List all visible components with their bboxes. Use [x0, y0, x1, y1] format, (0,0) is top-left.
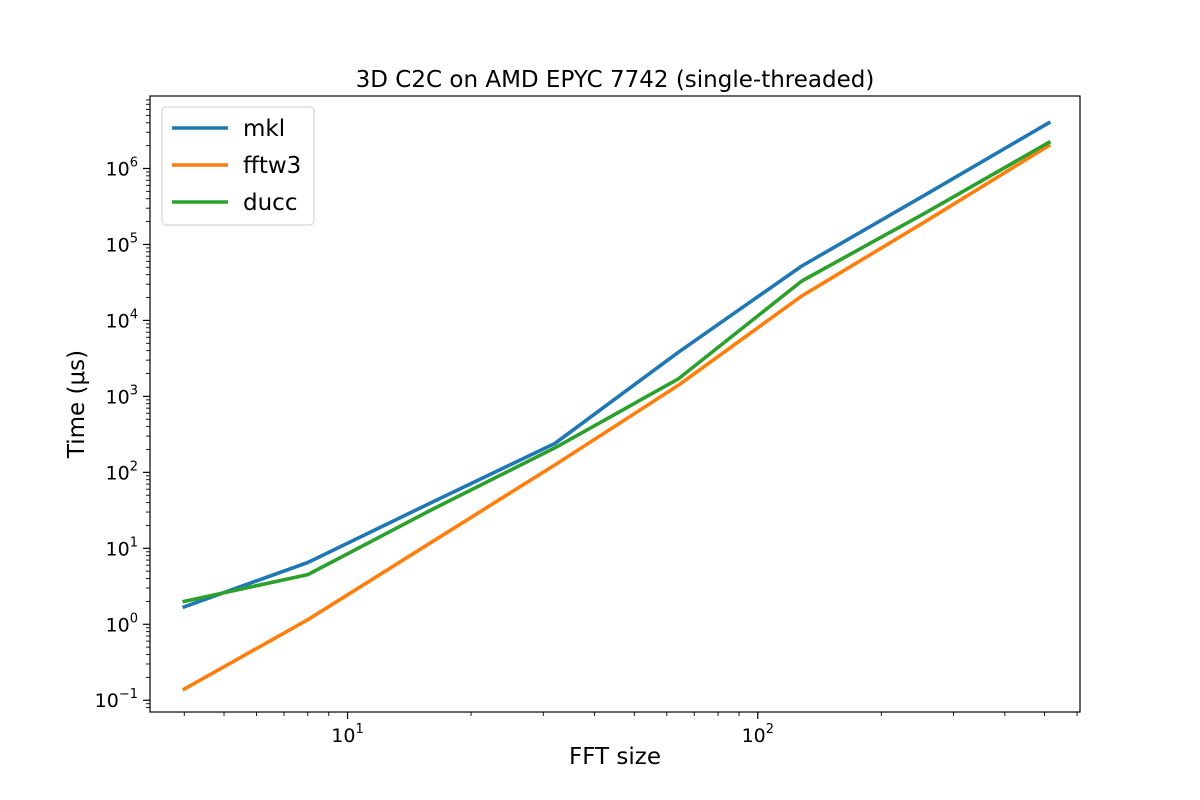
legend: mkl fftw3 ducc	[161, 106, 315, 226]
y-tick-label: 103	[106, 383, 138, 408]
x-tick-label: 101	[331, 722, 363, 747]
y-tick-label: 104	[106, 307, 138, 332]
legend-item-mkl: mkl	[172, 116, 285, 142]
series-line-mkl	[181, 120, 1052, 610]
x-tick-label: 102	[742, 722, 774, 747]
y-tick-label: 100	[106, 611, 138, 636]
legend-item-fftw3: fftw3	[172, 153, 301, 179]
y-tick-label: 101	[106, 535, 138, 560]
y-tick-label: 102	[106, 459, 138, 484]
legend-box	[161, 106, 315, 226]
legend-label: mkl	[243, 116, 285, 142]
y-tick-label: 106	[106, 155, 138, 180]
series-line-ducc	[182, 140, 1052, 604]
y-tick-label: 10−1	[95, 687, 138, 712]
plot-area	[181, 120, 1052, 692]
x-axis: 101 102	[183, 712, 1078, 747]
y-axis: 10−1 100 101 102 103 104 105 106	[95, 99, 150, 712]
y-tick-label: 105	[106, 231, 138, 256]
y-axis-label: Time (μs)	[64, 350, 90, 459]
legend-label: ducc	[243, 190, 297, 216]
x-axis-label: FFT size	[569, 744, 661, 770]
chart-title: 3D C2C on AMD EPYC 7742 (single-threaded…	[356, 67, 875, 93]
legend-item-ducc: ducc	[172, 190, 297, 216]
legend-label: fftw3	[243, 153, 301, 179]
series-line-fftw3	[181, 143, 1052, 692]
